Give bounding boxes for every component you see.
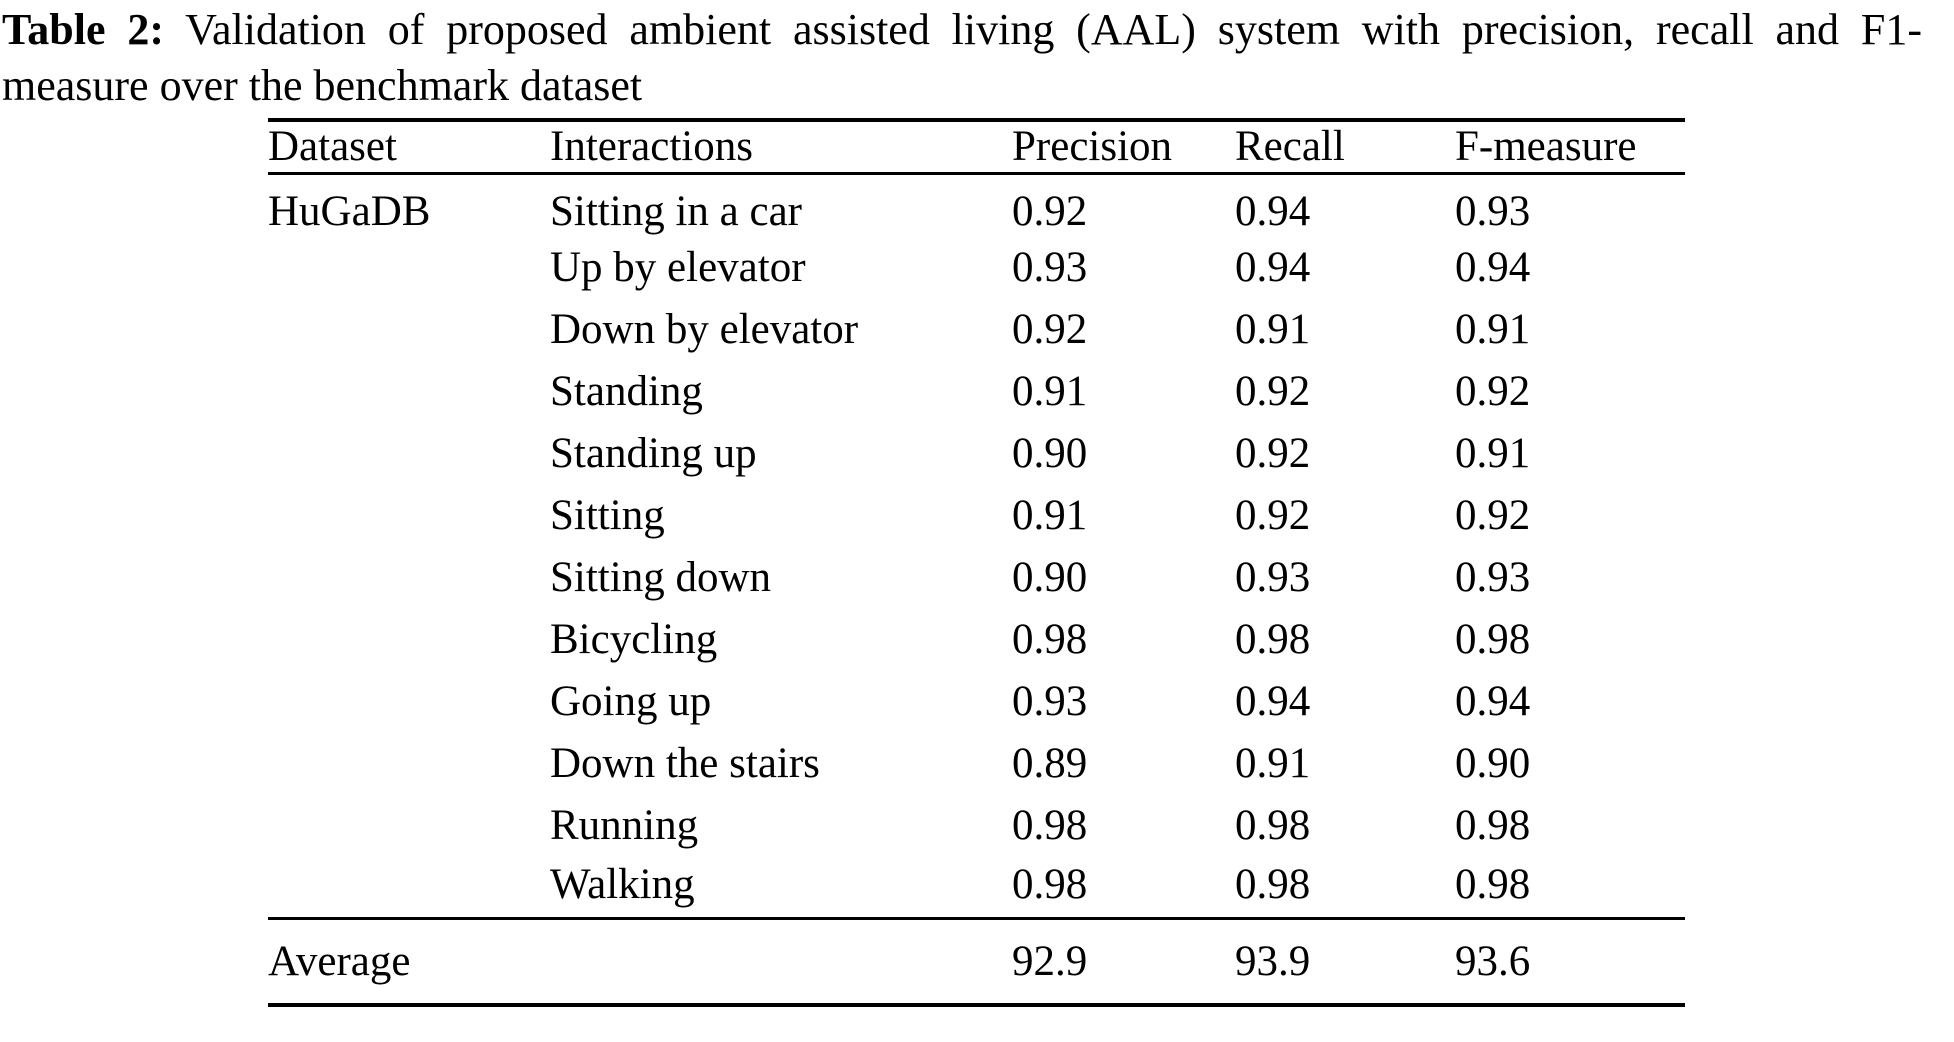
column-header-precision: Precision <box>1012 120 1235 175</box>
table-row: Bicycling 0.98 0.98 0.98 <box>268 609 1685 671</box>
table-row: Down the stairs 0.89 0.91 0.90 <box>268 733 1685 795</box>
table-row: Running 0.98 0.98 0.98 <box>268 795 1685 857</box>
table-row: Standing 0.91 0.92 0.92 <box>268 361 1685 423</box>
column-header-recall: Recall <box>1235 120 1455 175</box>
caption-line-2: measure over the benchmark dataset <box>2 61 643 110</box>
cell-recall: 0.92 <box>1235 367 1311 415</box>
cell-recall: 0.98 <box>1235 856 1455 921</box>
average-spacer <box>550 918 1012 1007</box>
cell-precision: 0.98 <box>1012 856 1235 921</box>
cell-interaction: Down the stairs <box>550 739 820 787</box>
cell-interaction: Up by elevator <box>550 243 806 291</box>
cell-fmeasure: 0.94 <box>1455 677 1531 725</box>
average-recall: 93.9 <box>1235 918 1455 1007</box>
cell-interaction: Down by elevator <box>550 305 859 353</box>
column-header-interactions: Interactions <box>550 120 1012 175</box>
header-row: Dataset Interactions Precision Recall F-… <box>268 120 1685 175</box>
table-row: Going up 0.93 0.94 0.94 <box>268 671 1685 733</box>
cell-interaction: Standing up <box>550 429 757 477</box>
cell-dataset <box>268 856 550 921</box>
cell-fmeasure: 0.98 <box>1455 856 1685 921</box>
cell-fmeasure: 0.94 <box>1455 243 1531 291</box>
cell-fmeasure: 0.91 <box>1455 429 1531 477</box>
results-table: Dataset Interactions Precision Recall F-… <box>268 118 1685 1007</box>
cell-precision: 0.91 <box>1012 367 1088 415</box>
cell-precision: 0.93 <box>1012 243 1088 291</box>
table-row: Walking 0.98 0.98 0.98 <box>268 856 1685 921</box>
cell-precision: 0.93 <box>1012 677 1088 725</box>
cell-recall: 0.94 <box>1235 677 1311 725</box>
caption-line-1: Table 2: Validation of proposed ambient … <box>2 2 1922 58</box>
cell-interaction: Sitting in a car <box>550 187 802 235</box>
cell-dataset <box>268 423 550 485</box>
column-header-fmeasure: F-measure <box>1455 120 1685 175</box>
table-caption: Table 2: Validation of proposed ambient … <box>2 2 1922 114</box>
cell-dataset <box>268 485 550 547</box>
column-header-dataset: Dataset <box>268 120 550 175</box>
table-row: Sitting 0.91 0.92 0.92 <box>268 485 1685 547</box>
cell-dataset <box>268 299 550 361</box>
cell-recall: 0.92 <box>1235 491 1311 539</box>
table-row: Sitting down 0.90 0.93 0.93 <box>268 547 1685 609</box>
cell-dataset <box>268 795 550 857</box>
cell-fmeasure: 0.98 <box>1455 615 1531 663</box>
cell-precision: 0.98 <box>1012 615 1088 663</box>
caption-label: Table 2: <box>2 5 165 54</box>
cell-dataset <box>268 609 550 671</box>
cell-interaction: Bicycling <box>550 615 718 663</box>
cell-recall: 0.91 <box>1235 739 1311 787</box>
cell-interaction: Going up <box>550 677 712 725</box>
table-row: HuGaDB Sitting in a car 0.92 0.94 0.93 <box>268 173 1685 236</box>
cell-dataset <box>268 361 550 423</box>
cell-interaction: Walking <box>550 856 1012 921</box>
table-row: Standing up 0.90 0.92 0.91 <box>268 423 1685 485</box>
cell-fmeasure: 0.93 <box>1455 187 1531 235</box>
cell-interaction: Sitting <box>550 491 665 539</box>
average-fmeasure: 93.6 <box>1455 918 1685 1007</box>
cell-dataset <box>268 733 550 795</box>
cell-precision: 0.98 <box>1012 801 1088 849</box>
cell-interaction: Sitting down <box>550 553 772 601</box>
cell-recall: 0.94 <box>1235 187 1311 235</box>
cell-interaction: Standing <box>550 367 703 415</box>
cell-fmeasure: 0.92 <box>1455 491 1531 539</box>
cell-recall: 0.91 <box>1235 305 1311 353</box>
cell-precision: 0.92 <box>1012 187 1088 235</box>
cell-precision: 0.92 <box>1012 305 1088 353</box>
average-label: Average <box>268 918 550 1007</box>
cell-precision: 0.89 <box>1012 739 1088 787</box>
table-row: Down by elevator 0.92 0.91 0.91 <box>268 299 1685 361</box>
cell-dataset <box>268 671 550 733</box>
cell-precision: 0.91 <box>1012 491 1088 539</box>
cell-fmeasure: 0.90 <box>1455 739 1531 787</box>
table-body: HuGaDB Sitting in a car 0.92 0.94 0.93 U… <box>268 173 1685 921</box>
cell-dataset <box>268 547 550 609</box>
table-footer: Average 92.9 93.9 93.6 <box>268 918 1685 1007</box>
table-row: Up by elevator 0.93 0.94 0.94 <box>268 237 1685 299</box>
cell-precision: 0.90 <box>1012 429 1088 477</box>
cell-dataset <box>268 237 550 299</box>
cell-recall: 0.98 <box>1235 615 1311 663</box>
cell-fmeasure: 0.92 <box>1455 367 1531 415</box>
cell-fmeasure: 0.91 <box>1455 305 1531 353</box>
caption-text: Validation of proposed ambient assisted … <box>185 5 1922 54</box>
cell-fmeasure: 0.93 <box>1455 553 1531 601</box>
cell-dataset: HuGaDB <box>268 187 431 235</box>
average-row: Average 92.9 93.9 93.6 <box>268 918 1685 1007</box>
table-header: Dataset Interactions Precision Recall F-… <box>268 120 1685 175</box>
cell-recall: 0.94 <box>1235 243 1311 291</box>
average-precision: 92.9 <box>1012 918 1235 1007</box>
cell-recall: 0.98 <box>1235 801 1311 849</box>
cell-fmeasure: 0.98 <box>1455 801 1531 849</box>
cell-interaction: Running <box>550 801 699 849</box>
cell-recall: 0.93 <box>1235 553 1311 601</box>
cell-precision: 0.90 <box>1012 553 1088 601</box>
cell-recall: 0.92 <box>1235 429 1311 477</box>
